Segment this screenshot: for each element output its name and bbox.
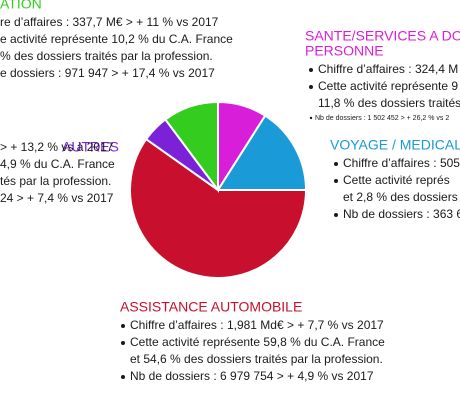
section-header: AUTRES [62,139,119,155]
section-header: ATION [0,0,42,12]
pie-slice [163,100,219,194]
section-header: VOYAGE / MEDICAL E [330,137,460,153]
text-line: 11,8 % des dossiers traités [318,96,460,110]
text-line: Nb de dossiers : 6 979 754 > + 4,9 % vs … [130,369,374,383]
small-line: Nb de dossiers : 1 502 452 > + 26,2 % vs… [315,115,449,122]
text-line: Chiffre d’affaires : 505 [343,156,460,170]
text-line: et 54,6 % des dossiers traités par la pr… [130,352,383,366]
text-line: Cette activité représente 9 [318,79,458,93]
text-line: e dossiers : 971 947 > + 17,4 % vs 2017 [0,66,215,80]
bullet [121,375,125,379]
bullet [334,213,338,217]
bullet [121,341,125,345]
text-line: 4,9 % du C.A. France [0,157,115,171]
bullet [309,116,313,120]
text-line: Cette activité représ [343,173,450,187]
text-line: Chiffre d’affaires : 1,981 Md€ > + 7,7 %… [130,318,384,332]
bullet [309,85,313,89]
section-header: PERSONNE [305,43,384,59]
text-line: % des dossiers traités par la profession… [0,49,213,63]
text-line: e activité représente 10,2 % du C.A. Fra… [0,32,233,46]
section-header: ASSISTANCE AUTOMOBILE [120,299,302,315]
text-line: et 2,8 % des dossiers t [343,190,460,204]
text-line: Chiffre d’affaires : 324,4 M [318,62,458,76]
bullet [334,162,338,166]
text-line: Cette activité représente 59,8 % du C.A.… [130,335,385,349]
text-line: Nb de dossiers : 363 6 [343,207,460,221]
text-line: 24 > + 7,4 % vs 2017 [0,191,114,205]
pie-slice [129,137,308,279]
bullet [334,179,338,183]
bullet [309,68,313,72]
pie-slice [216,114,308,191]
text-line: > + 13,2 % vs à 2017 [0,140,114,154]
bullet [121,324,125,328]
text-line: re d’affaires : 337,7 M€ > + 11 % vs 201… [0,15,219,29]
section-header: SANTE/SERVICES A DOM [305,28,460,44]
text-line: tés par la profession. [0,174,111,188]
